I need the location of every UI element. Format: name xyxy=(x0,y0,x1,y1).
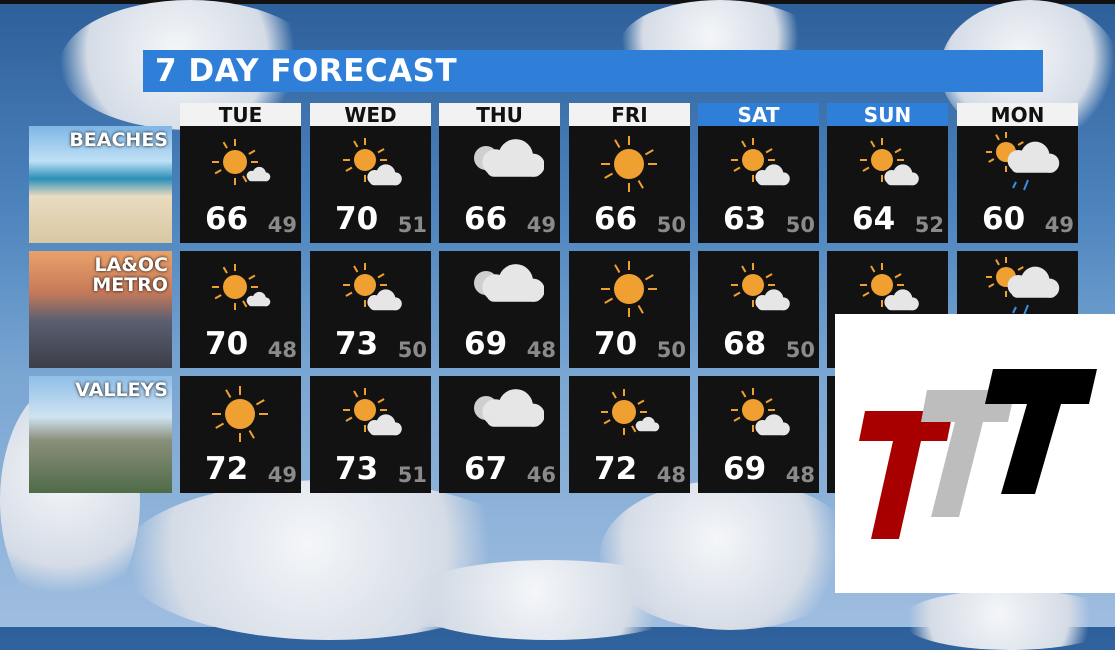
region-label: LA&OC METRO xyxy=(92,254,168,296)
high-temp: 63 xyxy=(723,201,767,237)
sunny-icon xyxy=(601,261,657,317)
high-temp: 68 xyxy=(723,326,767,362)
forecast-cell: 72 49 xyxy=(180,376,301,493)
high-temp: 69 xyxy=(464,326,508,362)
high-temp: 73 xyxy=(335,326,379,362)
cloudy-showers-icon xyxy=(986,257,1060,316)
title-bar: 7 DAY FORECAST xyxy=(143,50,1043,92)
region-image: VALLEYS xyxy=(29,376,172,493)
region-label: VALLEYS xyxy=(75,379,168,401)
region-image: LA&OC METRO xyxy=(29,251,172,368)
day-header-mon: MON xyxy=(957,103,1078,127)
high-temp: 72 xyxy=(205,451,249,487)
low-temp: 50 xyxy=(656,213,686,237)
low-temp: 51 xyxy=(397,213,427,237)
high-temp: 70 xyxy=(205,326,249,362)
forecast-cell: 69 48 xyxy=(698,376,819,493)
forecast-cell: 66 50 xyxy=(569,126,690,243)
logo-t-red xyxy=(859,411,953,539)
cloudy-icon xyxy=(474,264,544,302)
cloudy-showers-icon xyxy=(986,132,1060,191)
forecast-cell: 73 51 xyxy=(310,376,431,493)
low-temp: 49 xyxy=(267,463,297,487)
logo-t-gray xyxy=(921,390,1015,517)
partly-sunny-icon xyxy=(731,138,790,186)
high-temp: 66 xyxy=(594,201,638,237)
forecast-cell: 69 48 xyxy=(439,251,560,368)
low-temp: 46 xyxy=(526,463,556,487)
partly-sunny-icon xyxy=(343,138,402,186)
partly-sunny-icon xyxy=(343,263,402,311)
high-temp: 64 xyxy=(852,201,896,237)
low-temp: 49 xyxy=(267,213,297,237)
day-header-sun: SUN xyxy=(827,103,948,127)
forecast-cell: 73 50 xyxy=(310,251,431,368)
high-temp: 69 xyxy=(723,451,767,487)
forecast-cell: 70 50 xyxy=(569,251,690,368)
mostly-sunny-icon xyxy=(212,264,271,310)
forecast-cell: 70 51 xyxy=(310,126,431,243)
partly-sunny-icon xyxy=(860,263,919,311)
low-temp: 50 xyxy=(785,338,815,362)
low-temp: 49 xyxy=(1044,213,1074,237)
cloudy-icon xyxy=(474,389,544,427)
forecast-cell: 72 48 xyxy=(569,376,690,493)
low-temp: 51 xyxy=(397,463,427,487)
low-temp: 48 xyxy=(267,338,297,362)
sky-cloud xyxy=(900,590,1115,650)
partly-sunny-icon xyxy=(731,388,790,436)
day-header-fri: FRI xyxy=(569,103,690,127)
high-temp: 66 xyxy=(464,201,508,237)
partly-sunny-icon xyxy=(343,388,402,436)
low-temp: 48 xyxy=(785,463,815,487)
sunny-icon xyxy=(601,136,657,192)
channel-logo xyxy=(835,314,1115,593)
sunny-icon xyxy=(212,386,268,442)
top-border xyxy=(0,0,1115,4)
forecast-cell: 60 49 xyxy=(957,126,1078,243)
low-temp: 50 xyxy=(397,338,427,362)
low-temp: 50 xyxy=(785,213,815,237)
forecast-cell: 63 50 xyxy=(698,126,819,243)
day-header-thu: THU xyxy=(439,103,560,127)
forecast-cell: 66 49 xyxy=(439,126,560,243)
region-image: BEACHES xyxy=(29,126,172,243)
low-temp: 48 xyxy=(526,338,556,362)
high-temp: 73 xyxy=(335,451,379,487)
region-label: BEACHES xyxy=(69,129,168,151)
low-temp: 49 xyxy=(526,213,556,237)
forecast-cell: 64 52 xyxy=(827,126,948,243)
partly-sunny-icon xyxy=(731,263,790,311)
high-temp: 60 xyxy=(982,201,1026,237)
high-temp: 70 xyxy=(594,326,638,362)
forecast-cell: 70 48 xyxy=(180,251,301,368)
high-temp: 67 xyxy=(464,451,508,487)
day-header-tue: TUE xyxy=(180,103,301,127)
logo-t-black xyxy=(985,369,1097,494)
sky-cloud xyxy=(400,560,700,640)
day-header-sat: SAT xyxy=(698,103,819,127)
page-title: 7 DAY FORECAST xyxy=(155,53,458,89)
forecast-cell: 67 46 xyxy=(439,376,560,493)
high-temp: 72 xyxy=(594,451,638,487)
low-temp: 48 xyxy=(656,463,686,487)
high-temp: 66 xyxy=(205,201,249,237)
partly-sunny-icon xyxy=(860,138,919,186)
day-header-wed: WED xyxy=(310,103,431,127)
mostly-sunny-icon xyxy=(212,139,271,185)
low-temp: 52 xyxy=(914,213,944,237)
cloudy-icon xyxy=(474,139,544,177)
forecast-cell: 68 50 xyxy=(698,251,819,368)
mostly-sunny-icon xyxy=(601,389,660,435)
low-temp: 50 xyxy=(656,338,686,362)
high-temp: 70 xyxy=(335,201,379,237)
forecast-cell: 66 49 xyxy=(180,126,301,243)
